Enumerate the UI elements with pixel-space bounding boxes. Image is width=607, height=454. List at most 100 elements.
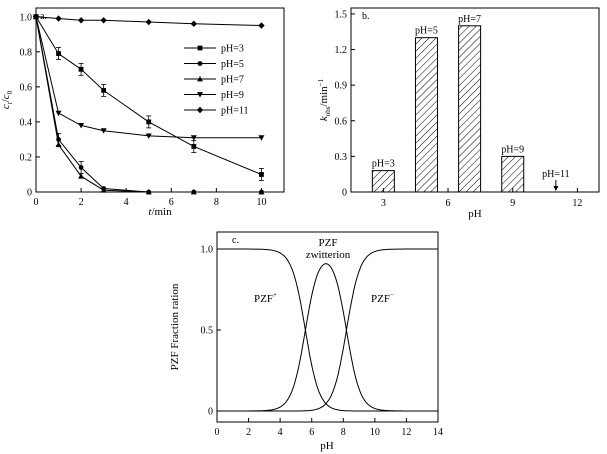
- bar-pH-5: pH=5: [414, 26, 438, 193]
- y-tick-label: 0.6: [20, 82, 33, 93]
- x-tick-label: 6: [309, 427, 314, 438]
- annotation-pzf-anion: PZF−: [371, 291, 394, 305]
- legend-marker: [197, 61, 203, 66]
- panel-c-y-ticks: 0 0.5 1.0: [201, 245, 221, 418]
- data-point-marker: [258, 189, 265, 195]
- legend-marker: [197, 76, 203, 82]
- legend-item-pH-7: pH=7: [184, 75, 244, 86]
- series-pH-11: [32, 13, 265, 29]
- x-tick-label: 0: [215, 427, 220, 438]
- y-tick-label: 0.3: [335, 152, 348, 163]
- y-tick-label: 0.6: [335, 116, 348, 127]
- x-tick-label: 4: [124, 197, 129, 208]
- data-point-marker: [100, 187, 107, 193]
- legend-label: pH=11: [221, 106, 249, 117]
- data-point-marker: [258, 135, 265, 141]
- bar-rect: [501, 155, 525, 193]
- bar-pH-9: pH=9: [501, 144, 525, 193]
- x-tick-label: 3: [381, 198, 386, 209]
- x-tick-label: 10: [370, 427, 380, 438]
- bar-rect: [371, 170, 395, 193]
- panel-b-x-axis-label: pH: [468, 208, 482, 220]
- curve-zwitterion: [217, 263, 438, 412]
- data-point-marker: [56, 51, 61, 56]
- data-point-marker: [78, 173, 85, 179]
- panel-a-y-ticks: 0 0.2 0.4 0.6 0.8 1.0: [20, 12, 40, 199]
- y-tick-label: 0: [208, 407, 213, 418]
- annotation-pzf-zwitterion-line2: zwitterion: [306, 249, 351, 261]
- panel-c-x-axis-label: pH: [320, 440, 334, 452]
- y-tick-label: 1.0: [20, 12, 33, 23]
- bar-label: pH=7: [458, 14, 481, 25]
- legend-marker: [197, 92, 203, 98]
- panel-b-y-axis-label: kobs/min−1: [317, 78, 332, 121]
- data-point-marker: [78, 123, 85, 129]
- legend-item-pH-9: pH=9: [184, 90, 244, 101]
- data-point-marker: [190, 135, 197, 141]
- legend-marker: [197, 45, 203, 51]
- data-point-marker: [259, 172, 264, 177]
- panel-c-line-chart: c. 0 0.5 1.0 0 2 4 6 8 10 12 14 PZF+ PZF zwitteri…: [169, 231, 443, 452]
- panel-c-curves: [217, 248, 438, 412]
- y-tick-label: 1.5: [335, 9, 348, 20]
- bar-pH-11: pH=11: [542, 169, 570, 191]
- x-tick-label: 10: [256, 197, 266, 208]
- curve-anion: [217, 248, 438, 412]
- y-tick-label: 0.8: [20, 47, 33, 58]
- x-tick-label: 12: [572, 198, 582, 209]
- legend-label: pH=5: [221, 59, 244, 70]
- panel-a-legend: pH=3 pH=5 pH=7 pH=9 pH=11: [184, 44, 249, 117]
- panel-c-frame: [216, 231, 439, 423]
- series-pH-5: [33, 14, 264, 195]
- bar-zero-arrowhead: [553, 186, 559, 191]
- panel-a-label: a.: [40, 11, 47, 22]
- data-point-marker: [100, 17, 107, 24]
- bar-pH-7: pH=7: [458, 14, 482, 193]
- legend-marker: [196, 106, 204, 114]
- data-point-marker: [258, 22, 265, 29]
- data-point-marker: [78, 165, 84, 170]
- x-tick-label: 2: [79, 197, 84, 208]
- panel-b-y-ticks: 0 0.3 0.6 0.9 1.2 1.5: [335, 9, 355, 199]
- x-tick-label: 0: [34, 197, 39, 208]
- x-tick-label: 6: [446, 198, 451, 209]
- data-point-marker: [32, 13, 40, 20]
- panel-b-label: b.: [362, 11, 370, 22]
- y-tick-label: 0.5: [201, 326, 214, 337]
- panel-a-line-chart: a. 0 0.2 0.4 0.6 0.8 1.0 0 2 4 6 8 10 pH=3 pH=5 pH=7…: [0, 7, 285, 218]
- bar-label: pH=5: [415, 26, 438, 37]
- bar-pH-3: pH=3: [371, 159, 395, 193]
- legend-item-pH-5: pH=5: [184, 59, 244, 70]
- annotation-pzf-zwitterion-line1: PZF: [319, 237, 338, 249]
- panel-a-y-axis-label: ct/c0: [0, 90, 14, 109]
- legend-item-pH-11: pH=11: [184, 106, 249, 117]
- data-point-marker: [190, 189, 197, 195]
- data-point-marker: [77, 17, 85, 24]
- panel-a-series: [32, 13, 265, 195]
- data-point-marker: [55, 110, 62, 117]
- x-tick-label: 8: [341, 427, 346, 438]
- data-point-marker: [190, 20, 198, 27]
- y-tick-label: 0.4: [20, 117, 33, 128]
- data-point-marker: [78, 66, 84, 72]
- y-tick-label: 1.0: [201, 245, 214, 256]
- bar-label: pH=11: [542, 169, 570, 180]
- data-point-marker: [100, 128, 107, 134]
- panel-c-y-axis-label: PZF Fraction ration: [169, 283, 181, 370]
- data-point-marker: [191, 144, 197, 149]
- data-point-marker: [55, 141, 62, 148]
- data-point-marker: [101, 87, 107, 93]
- x-tick-label: 12: [401, 427, 411, 438]
- y-tick-label: 0: [27, 188, 32, 199]
- x-tick-label: 14: [433, 427, 443, 438]
- x-tick-label: 8: [214, 197, 219, 208]
- series-pH-7: [33, 13, 265, 195]
- x-tick-label: 6: [169, 197, 174, 208]
- y-tick-label: 0.9: [335, 81, 348, 92]
- data-point-marker: [146, 119, 152, 125]
- panel-a-x-axis-label: t/min: [148, 206, 172, 218]
- panel-b-bar-chart: b. 00.30.60.91.21.5 3 6 9 12 pH=3pH=5pH=7pH…: [317, 7, 600, 220]
- data-point-marker: [145, 189, 152, 195]
- bar-rect: [414, 37, 438, 193]
